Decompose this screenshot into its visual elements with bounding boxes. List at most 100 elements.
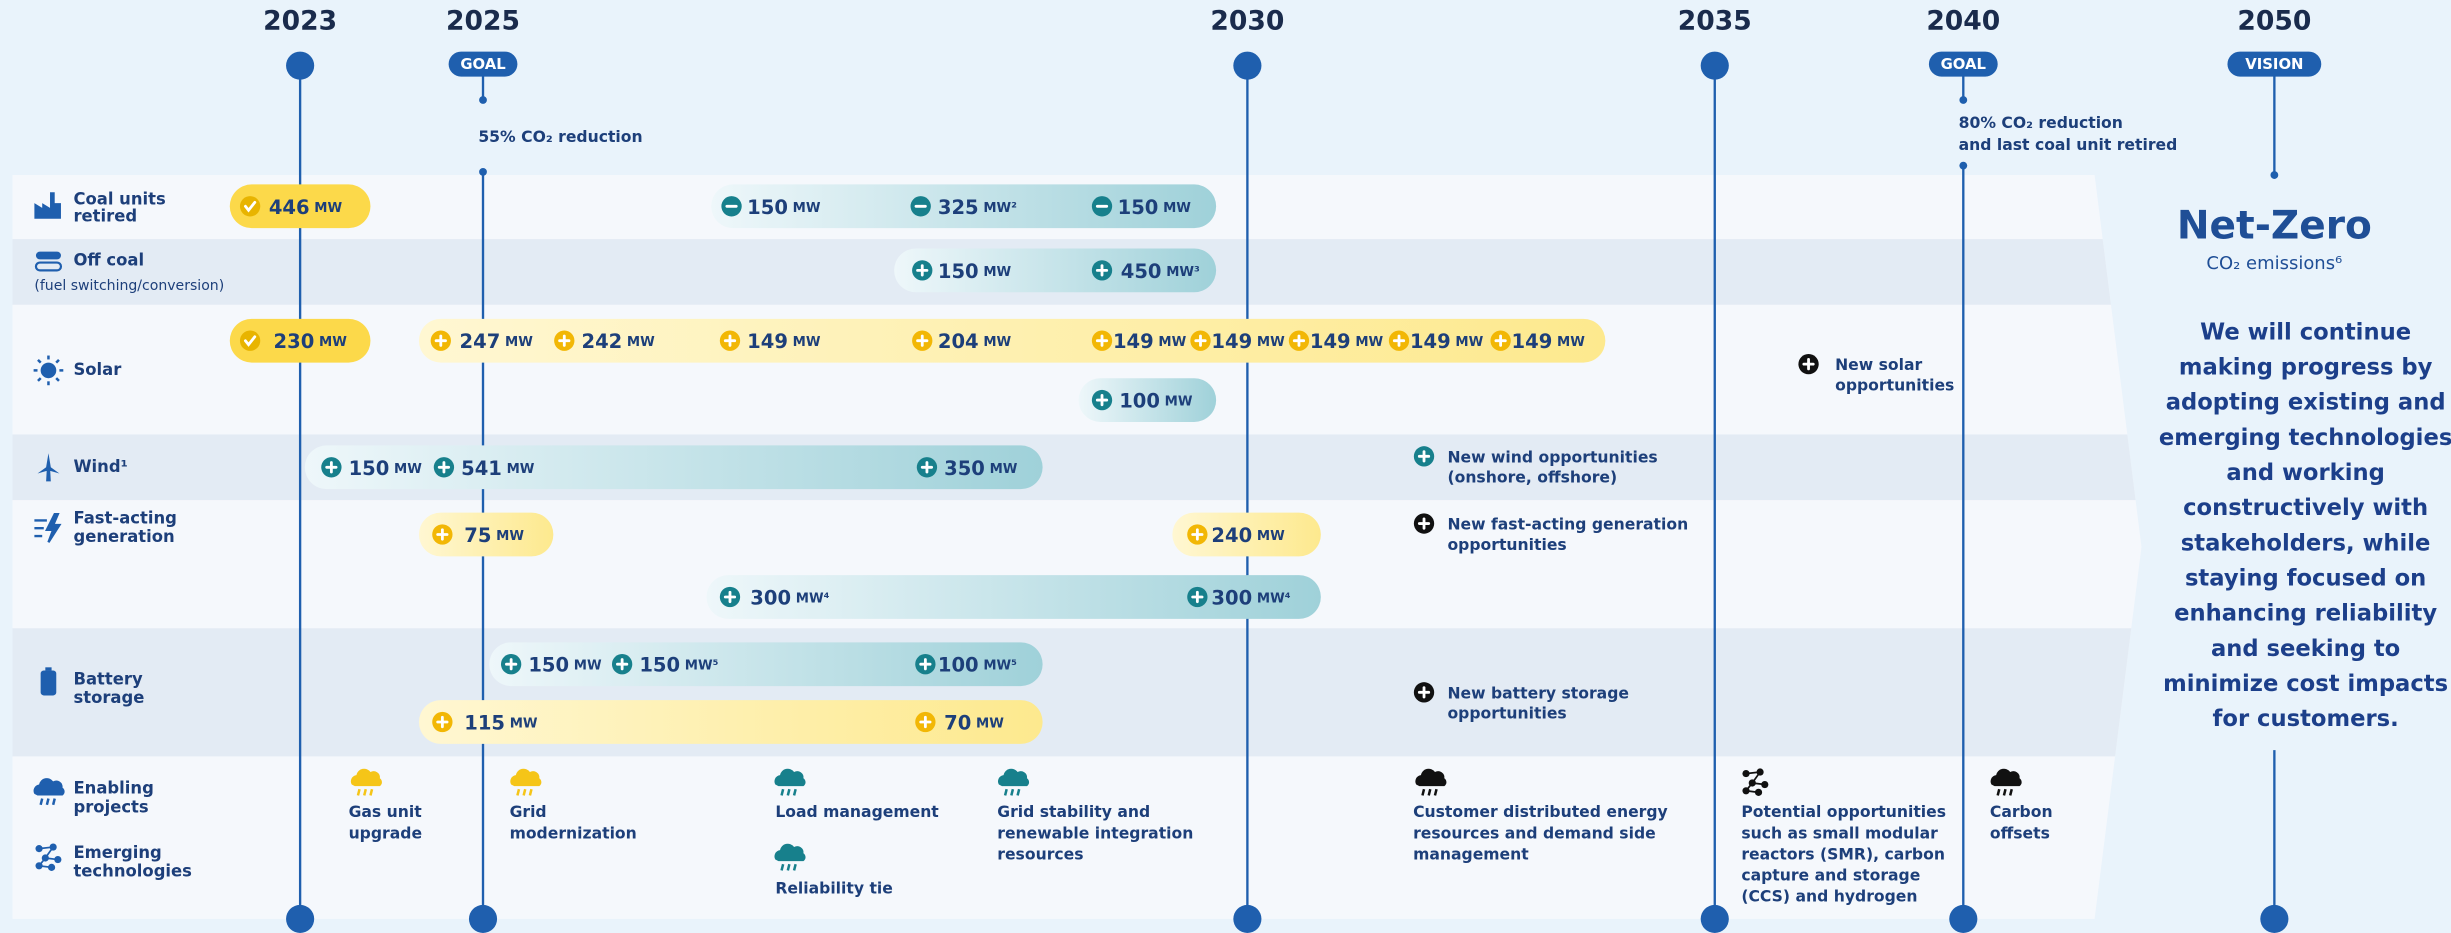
amount: 149 [1310,330,1351,353]
bar-pill [418,512,554,557]
row-icon [35,843,62,871]
unit: MW [793,335,821,350]
capacity-item: 150 MW⁵ [639,653,718,676]
capacity-bar: 150 MW 450 MW³ [894,248,1217,293]
row-label: Battery [73,669,142,688]
capacity-item: 149 MW [1512,330,1586,353]
unit: MW⁴ [1257,592,1291,607]
amount: 150 [639,653,680,676]
node [1761,780,1769,789]
amount: 350 [944,456,985,479]
capacity-bar: 115 MW 70 MW [418,700,1043,744]
capacity-item: 325 MW² [938,195,1017,218]
capacity-item: 149 MW [1113,330,1187,353]
project-text: renewable integration [997,824,1193,842]
opportunity-text: New wind opportunities [1447,448,1657,466]
unit: MW [983,335,1011,350]
project-text: resources and demand side [1413,824,1656,842]
row-stripes [12,239,2142,757]
amount: 150 [528,653,569,676]
project-text: capture and storage [1741,866,1920,884]
amount: 300 [750,586,791,609]
opportunity-text: opportunities [1447,536,1566,554]
amount: 75 [464,524,491,547]
node [1742,769,1750,778]
timeline-marker [1700,51,1729,80]
cloud [33,778,65,796]
bar-pill [418,318,1606,363]
cloud-drop [2008,788,2013,796]
unit: MW [314,201,342,216]
row-label: Fast-acting [73,508,176,527]
row-label: Coal units [73,190,165,209]
bar-pill [1078,378,1217,422]
capacity-bar: 75 MW [418,512,554,557]
amount: 150 [1118,195,1159,218]
project-text: Load management [775,803,939,821]
project-icon [510,768,542,796]
project-icon [774,843,806,871]
vision-text: enhancing reliability [2174,601,2437,627]
goal-note: 55% CO₂ reduction [478,128,642,146]
project-text: Grid [510,803,547,821]
opportunity-text: opportunities [1447,705,1566,723]
amount: 150 [747,195,788,218]
vision-text: stakeholders, while [2181,530,2431,556]
check [244,335,257,347]
year-label: 2040 [1926,5,2000,36]
unit: MW² [983,201,1017,216]
unit: MW [574,659,602,674]
amount: 149 [1512,330,1553,353]
vision-text: constructively with [2183,495,2428,521]
cloud-drop [528,788,533,796]
opportunity-text: (onshore, offshore) [1447,469,1617,487]
row-icon [40,667,57,696]
opportunity-text: New fast-acting generation [1447,516,1688,534]
capacity-item: 247 MW [460,330,534,353]
capacity-item: 541 MW [461,456,535,479]
capacity-bar: 300 MW⁴ 300 MW⁴ [706,575,1321,619]
capacity-item: 149 MW [1310,330,1384,353]
capacity-item: 100 MW [1119,389,1193,412]
row-label: technologies [73,862,191,881]
cloud-drop [780,863,785,871]
unit: MW [1158,335,1186,350]
amount: 149 [1113,330,1154,353]
cloud [510,768,542,787]
bolt [34,512,62,543]
capacity-item: 75 MW [464,524,524,547]
capacity-item: 450 MW³ [1121,259,1200,282]
amount: 230 [274,330,315,353]
vision-text: emerging technologies [2159,425,2451,451]
row-label: Wind¹ [73,457,127,476]
capacity-item: 150 MW [1118,195,1192,218]
unit: MW [1455,335,1483,350]
badge [1928,51,1998,77]
unit: MW [319,335,347,350]
opportunity-text: opportunities [1835,377,1954,395]
capacity-item: 204 MW [938,330,1012,353]
cloud-drop [786,863,791,871]
amount: 149 [1410,330,1451,353]
cloud-drop [522,788,527,796]
cloud [774,843,806,862]
row-stripe [12,628,2142,757]
cloud-drop [516,788,521,796]
unit: MW [1165,395,1193,410]
row-icon [37,453,60,482]
vision-text: and seeking to [2211,636,2400,662]
timeline-marker [1233,904,1262,933]
project-text: Carbon [1990,803,2053,821]
cloud-drop [369,788,374,796]
capacity-item: 70 MW [944,711,1004,734]
project-text: Grid stability and [997,803,1150,821]
badge [448,51,518,77]
timeline-dot [1959,96,1968,104]
project-text: Gas unit [349,803,423,821]
project-icon [997,768,1030,796]
cloud-drop [2002,788,2007,796]
battery-cap [45,667,52,671]
project-text: Customer distributed energy [1413,803,1668,821]
project-icon [1990,768,2022,796]
capacity-item: 150 MW [938,259,1012,282]
